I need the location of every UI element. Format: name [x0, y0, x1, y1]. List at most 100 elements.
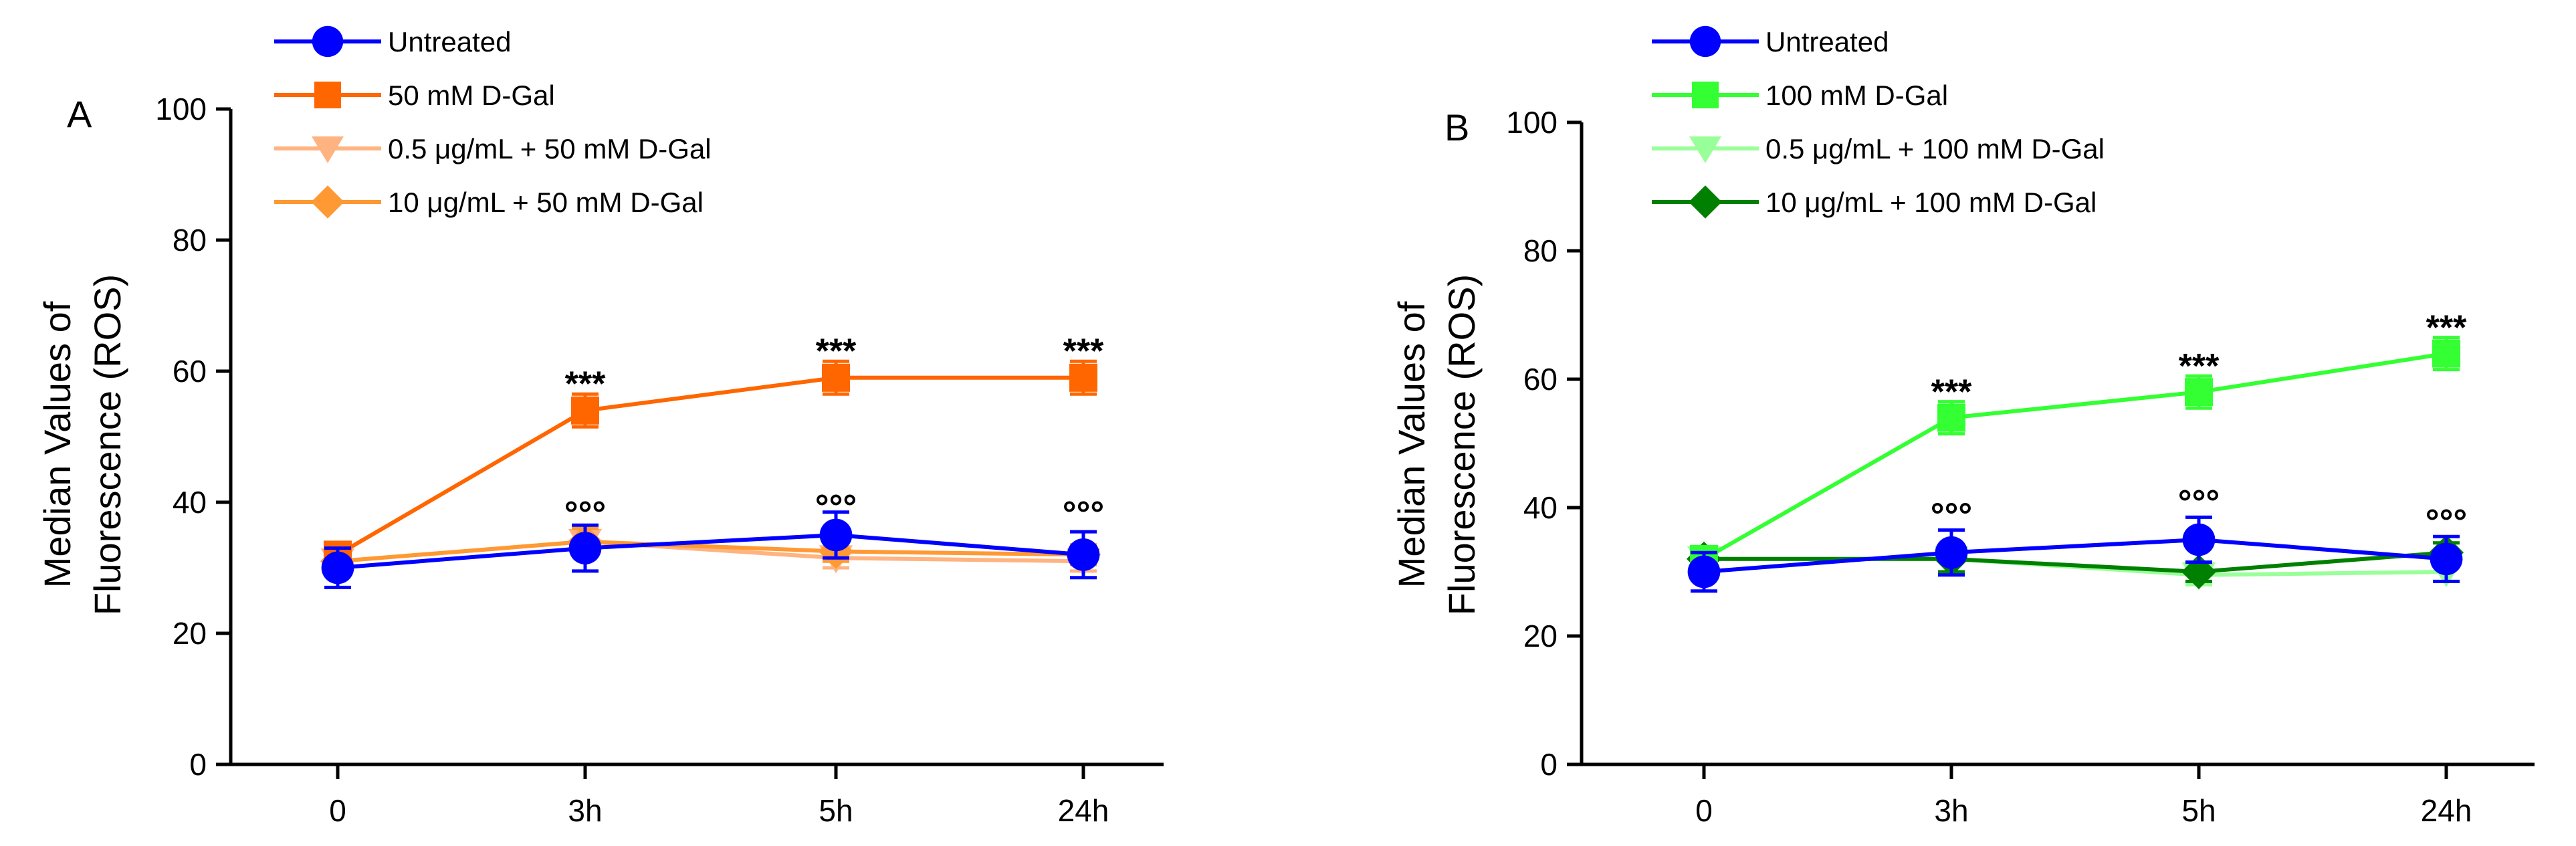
panel-b-data-point [1935, 536, 1968, 569]
panel-a-legend-label: Untreated [388, 26, 511, 58]
panel-a-data-point [819, 518, 853, 552]
panel-a-legend-marker [312, 25, 344, 58]
panel-b-legend-item: 100 mM D-Gal [1652, 80, 1948, 111]
panel-a-significance-circles: °°° [564, 494, 606, 533]
panel-a-series-0 [321, 510, 1100, 589]
panel-a-significance-stars: *** [565, 365, 606, 404]
panel-b-legend: Untreated 100 mM D-Gal 0.5 μg/mL + 100 mM … [1652, 25, 2105, 219]
panel-a-y-tick-label: 100 [155, 92, 207, 126]
panel-b-annotations: *** *** *** °°° °°° °°° [1931, 308, 2467, 541]
panel-a-series-line [337, 532, 1084, 570]
panel-b-y-tick-label: 0 [1540, 747, 1558, 782]
panel-b-series-0 [1687, 515, 2463, 593]
panel-a-y-tick-label: 0 [189, 747, 207, 782]
panel-a-data-point [1069, 363, 1097, 392]
panel-a-significance-circles: °°° [1063, 494, 1104, 533]
panel-b-legend-item: Untreated [1652, 25, 1889, 58]
panel-b-data-point [1687, 555, 1721, 589]
panel-b-series-1 [1690, 336, 2460, 573]
panel-b-series-line [1704, 550, 2447, 574]
panel-b-y-axis-title: Median Values of Fluorescence (ROS) [1390, 274, 1483, 615]
panel-b-y-axis-title-line2: Fluorescence (ROS) [1440, 274, 1483, 615]
panel-b-y-axis-title-line1: Median Values of [1390, 301, 1432, 588]
panel-b-y-tick-label: 100 [1506, 105, 1558, 140]
panel-a-legend-marker [312, 136, 344, 163]
panel-b-data-point [2185, 378, 2213, 407]
panel-a-significance-circles: °°° [815, 488, 857, 527]
panel-b-series [1686, 336, 2464, 593]
panel-b-significance-stars: *** [1931, 373, 1972, 411]
panel-a-y-tick-label: 20 [173, 616, 207, 651]
panel-a-legend-label: 0.5 μg/mL + 50 mM D-Gal [388, 133, 712, 165]
panel-b-legend-marker [1692, 82, 1719, 108]
panel-b-data-point [2430, 542, 2463, 576]
panel-a-legend-item: Untreated [274, 25, 511, 58]
panel-b-legend-marker [1689, 25, 1721, 58]
panel-b-y-tick-label: 60 [1523, 362, 1558, 397]
panel-a-series-line [337, 539, 1084, 564]
panel-b-letter: B [1444, 106, 1469, 148]
panel-b-data-point [2181, 554, 2217, 590]
panel-a-data-point [321, 551, 354, 585]
panel-b-y-tick-label: 80 [1523, 233, 1558, 268]
panel-b-x-tick-label: 3h [1934, 793, 1968, 828]
panel-b-x-tick-label: 5h [2181, 793, 2216, 828]
panel-b-legend-label: 0.5 μg/mL + 100 mM D-Gal [1765, 133, 2105, 165]
panel-a-significance-stars: *** [1063, 332, 1104, 371]
panel-a-data-point [1067, 538, 1100, 571]
panel-a-y-tick-label: 80 [173, 223, 207, 257]
panel-a-y-tick-label: 40 [173, 485, 207, 520]
panel-b-legend-label: 10 μg/mL + 100 mM D-Gal [1765, 187, 2097, 218]
panel-a-legend-marker [311, 185, 344, 219]
panel-b-legend-marker [1689, 136, 1721, 163]
panel-b-legend-item: 10 μg/mL + 100 mM D-Gal [1652, 185, 2097, 219]
panel-b-data-point [2432, 339, 2460, 368]
panel-a-series [320, 359, 1101, 589]
panel-b-y-tick-label: 40 [1523, 490, 1558, 525]
panel-a-legend-label: 10 μg/mL + 50 mM D-Gal [388, 187, 704, 218]
panel-a-y-tick-label: 60 [173, 354, 207, 389]
panel-a-x-tick-label: 0 [329, 793, 346, 828]
panel-b-legend-marker [1689, 185, 1722, 219]
panel-b-x-tick-label: 0 [1695, 793, 1713, 828]
panel-b-significance-circles: °°° [1931, 496, 1972, 535]
panel-b-significance-circles: °°° [2178, 484, 2220, 522]
panel-a-legend-item: 0.5 μg/mL + 50 mM D-Gal [274, 133, 712, 165]
panel-a-x-tick-label: 5h [819, 793, 853, 828]
panel-b-axes: 0 20 40 60 80 100 0 3h 5h 24h [1506, 105, 2535, 828]
panel-a-data-point [568, 532, 602, 564]
panel-b-legend-item: 0.5 μg/mL + 100 mM D-Gal [1652, 133, 2105, 165]
panel-a-series-1 [324, 359, 1097, 569]
panel-a-legend-item: 10 μg/mL + 50 mM D-Gal [274, 185, 704, 219]
panel-b-data-point [2182, 523, 2216, 556]
panel-a-x-tick-label: 24h [1058, 793, 1109, 828]
panel-a-axes: 0 20 40 60 80 100 0 3h 5h 24h [155, 92, 1164, 828]
panel-a-legend-marker [314, 82, 341, 108]
panel-a: A Untreated 50 mM D-Gal 0.5 μg/mL + 50 mM … [36, 25, 1164, 828]
panel-a-letter: A [67, 93, 92, 135]
panel-a-data-point [822, 363, 850, 392]
panel-a-legend: Untreated 50 mM D-Gal 0.5 μg/mL + 50 mM D-… [274, 25, 712, 219]
panel-a-series-line [336, 375, 1083, 556]
panel-b-significance-circles: °°° [2426, 502, 2467, 541]
panel-b-legend-label: 100 mM D-Gal [1765, 80, 1948, 111]
panel-b-significance-stars: *** [2179, 347, 2220, 386]
panel-a-y-axis-title: Median Values of Fluorescence (ROS) [36, 274, 128, 615]
panel-b-x-tick-label: 24h [2421, 793, 2472, 828]
panel-b-significance-stars: *** [2426, 308, 2467, 347]
panel-a-data-point [571, 396, 599, 425]
panel-a-y-axis-title-line1: Median Values of [36, 301, 78, 588]
panel-b-legend-label: Untreated [1765, 26, 1889, 58]
panel-b-series-line [1703, 537, 2447, 574]
panel-b-series-line [1703, 351, 2447, 561]
panel-a-legend-label: 50 mM D-Gal [388, 80, 555, 111]
panel-a-annotations: *** *** *** °°° °°° °°° [564, 332, 1104, 534]
panel-a-legend-item: 50 mM D-Gal [274, 80, 555, 111]
panel-a-significance-stars: *** [816, 332, 857, 371]
panel-b: B Untreated 100 mM D-Gal 0.5 μg/mL + 100 m… [1390, 25, 2535, 828]
panel-a-y-axis-title-line2: Fluorescence (ROS) [86, 274, 128, 615]
panel-a-x-tick-label: 3h [568, 793, 602, 828]
panel-b-y-tick-label: 20 [1523, 619, 1558, 653]
panel-b-data-point [1937, 403, 1965, 432]
